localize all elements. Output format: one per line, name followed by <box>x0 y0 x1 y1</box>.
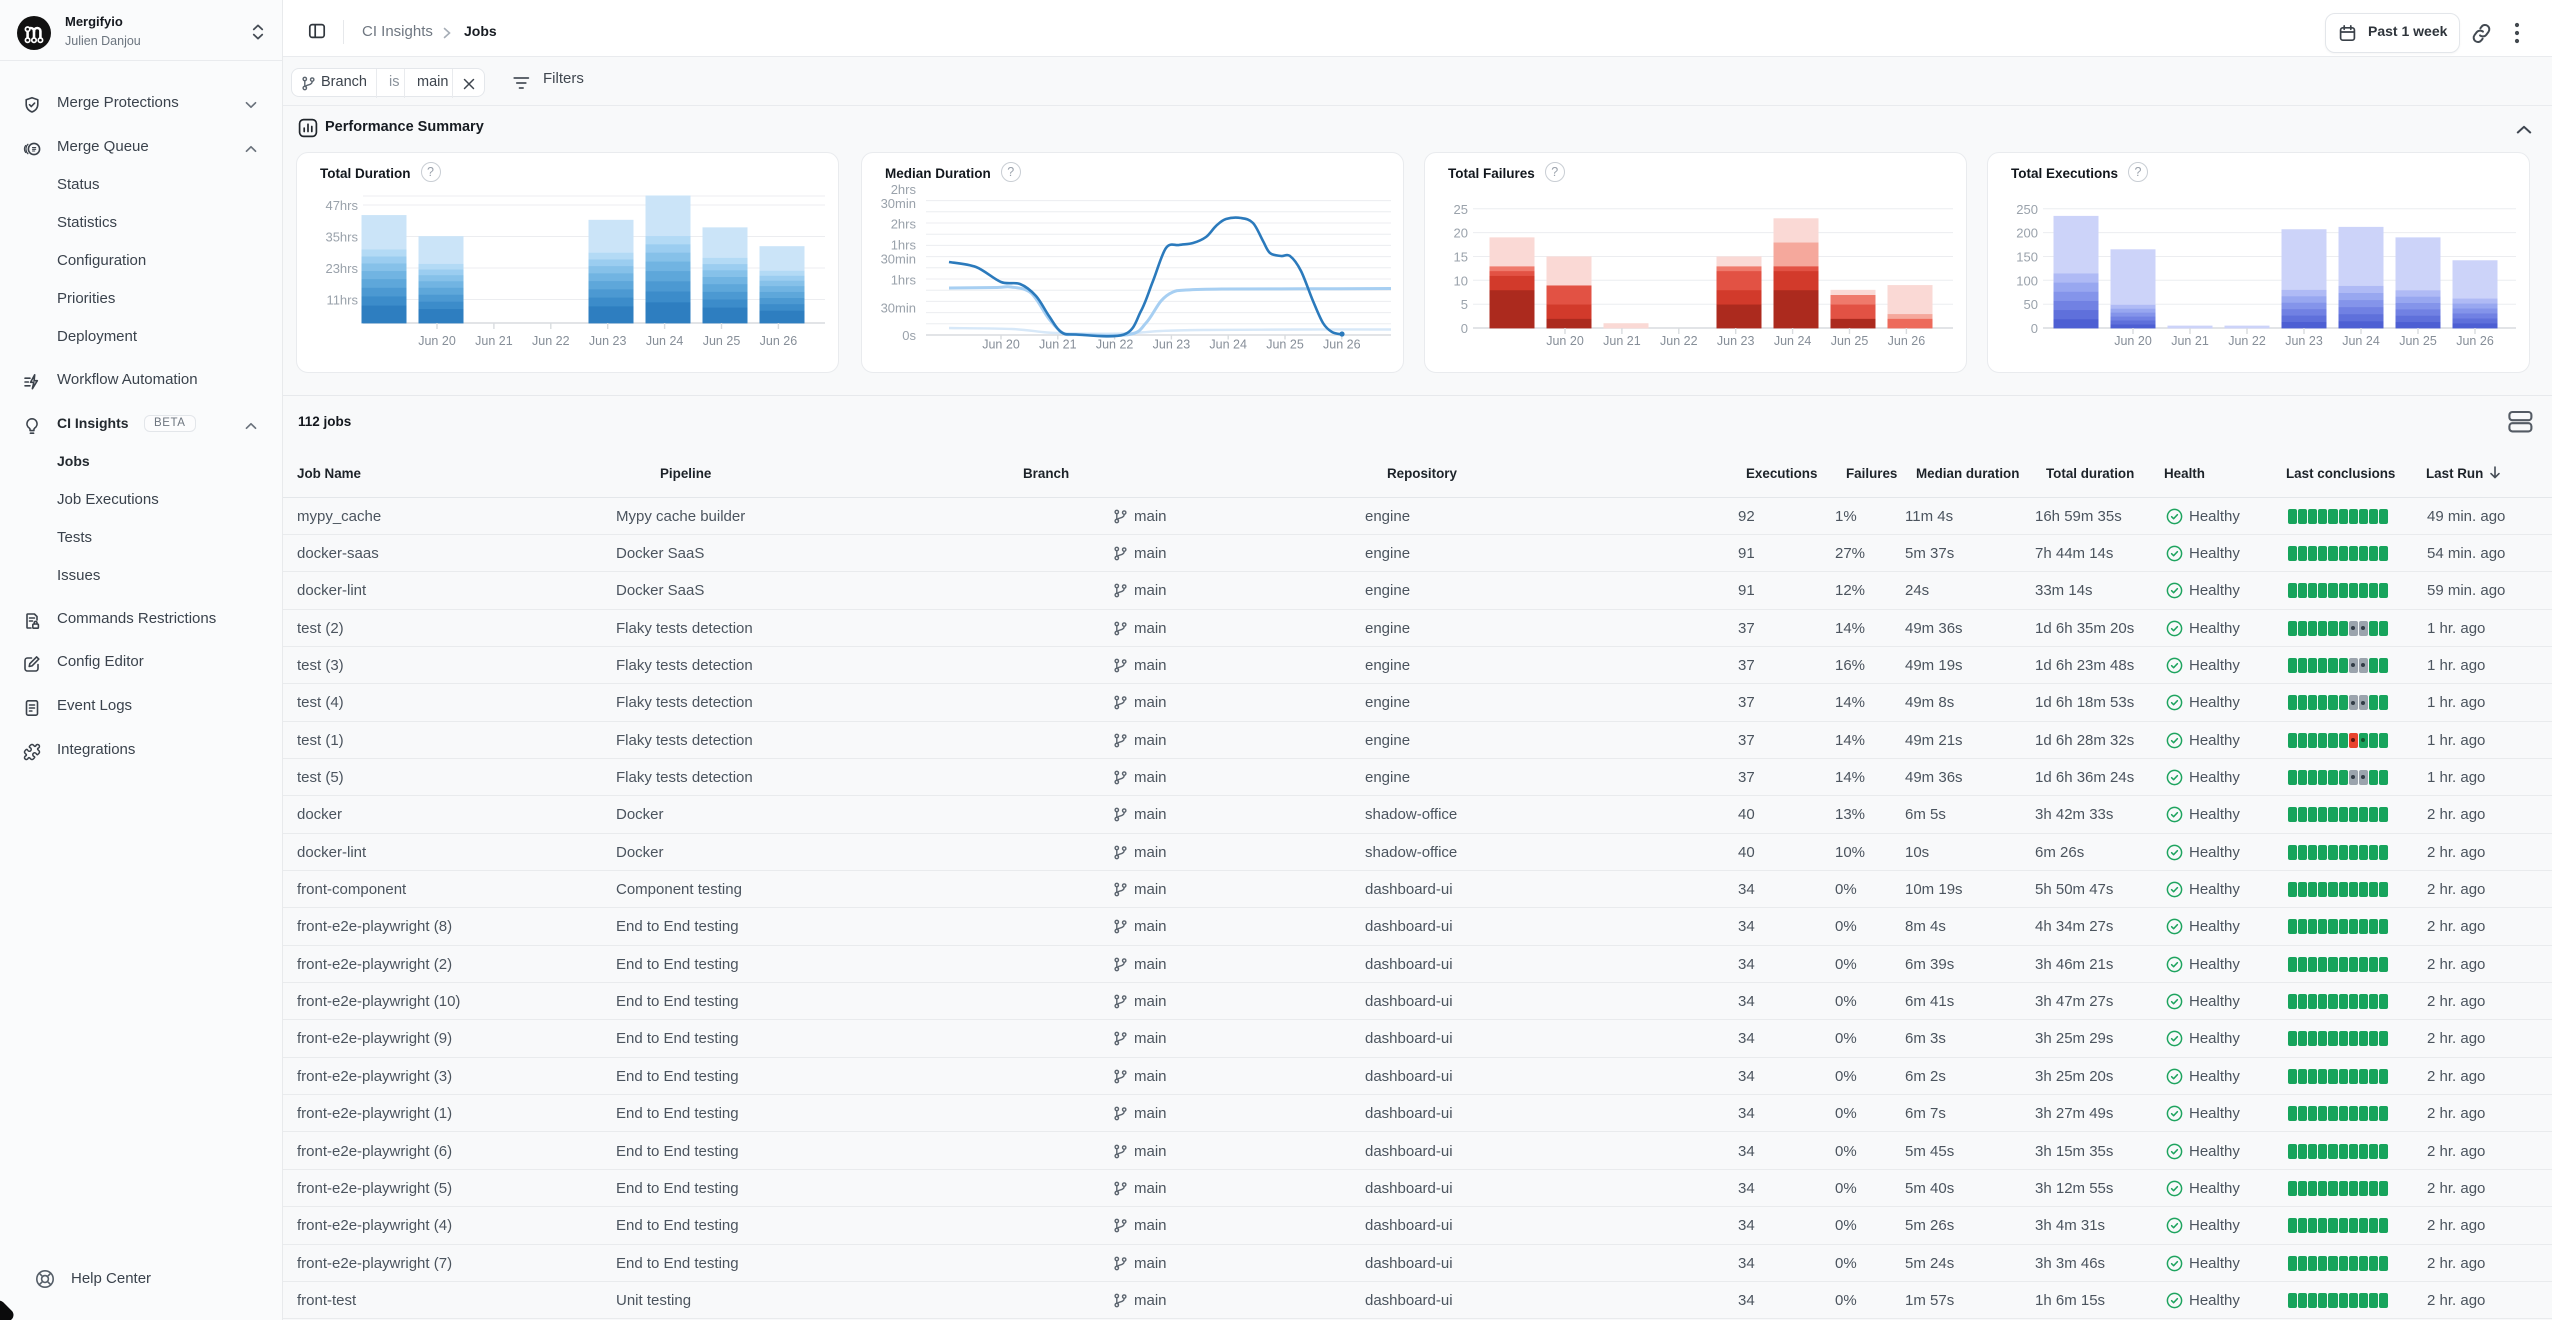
svg-text:Jun 22: Jun 22 <box>532 334 570 348</box>
svg-text:Jun 20: Jun 20 <box>982 338 1020 352</box>
svg-text:Jun 21: Jun 21 <box>475 334 513 348</box>
svg-text:0: 0 <box>2031 321 2038 336</box>
svg-text:Jun 26: Jun 26 <box>1323 338 1361 352</box>
svg-text:150: 150 <box>2016 250 2038 265</box>
svg-text:0s: 0s <box>902 328 916 343</box>
svg-text:Jun 24: Jun 24 <box>2342 334 2380 348</box>
svg-text:0: 0 <box>1461 321 1468 336</box>
svg-text:Jun 20: Jun 20 <box>2114 334 2152 348</box>
svg-text:11hrs: 11hrs <box>326 293 358 308</box>
svg-text:Jun 20: Jun 20 <box>418 334 456 348</box>
svg-text:1hrs: 1hrs <box>891 238 917 253</box>
svg-text:200: 200 <box>2016 226 2038 241</box>
svg-text:Jun 25: Jun 25 <box>703 334 741 348</box>
svg-text:Jun 21: Jun 21 <box>1603 334 1641 348</box>
svg-text:Jun 26: Jun 26 <box>1888 334 1926 348</box>
svg-text:2hrs: 2hrs <box>891 217 917 232</box>
svg-text:Jun 21: Jun 21 <box>1039 338 1077 352</box>
svg-text:30min: 30min <box>881 196 916 211</box>
svg-text:Jun 22: Jun 22 <box>1096 338 1134 352</box>
svg-text:10: 10 <box>1454 273 1468 288</box>
svg-text:Jun 22: Jun 22 <box>1660 334 1698 348</box>
svg-text:Jun 23: Jun 23 <box>1153 338 1191 352</box>
svg-text:5: 5 <box>1461 297 1468 312</box>
svg-text:Jun 26: Jun 26 <box>760 334 798 348</box>
svg-text:Jun 25: Jun 25 <box>2399 334 2437 348</box>
svg-text:100: 100 <box>2016 273 2038 288</box>
svg-text:Jun 22: Jun 22 <box>2228 334 2266 348</box>
svg-text:30min: 30min <box>881 300 916 315</box>
svg-text:47hrs: 47hrs <box>325 198 358 213</box>
svg-text:Jun 24: Jun 24 <box>1209 338 1247 352</box>
svg-text:2hrs: 2hrs <box>891 182 917 197</box>
svg-text:25: 25 <box>1454 202 1468 217</box>
svg-text:Jun 23: Jun 23 <box>589 334 627 348</box>
svg-text:Jun 20: Jun 20 <box>1546 334 1584 348</box>
svg-text:15: 15 <box>1454 250 1468 265</box>
svg-text:Jun 23: Jun 23 <box>1717 334 1755 348</box>
svg-text:Jun 26: Jun 26 <box>2456 334 2494 348</box>
svg-text:250: 250 <box>2016 202 2038 217</box>
svg-text:Jun 24: Jun 24 <box>646 334 684 348</box>
svg-text:50: 50 <box>2024 297 2038 312</box>
svg-text:23hrs: 23hrs <box>325 261 358 276</box>
svg-text:35hrs: 35hrs <box>325 230 358 245</box>
svg-text:20: 20 <box>1454 226 1468 241</box>
svg-text:30min: 30min <box>881 252 916 267</box>
svg-text:Jun 25: Jun 25 <box>1266 338 1304 352</box>
svg-text:Jun 23: Jun 23 <box>2285 334 2323 348</box>
svg-text:Jun 21: Jun 21 <box>2171 334 2209 348</box>
svg-text:Jun 25: Jun 25 <box>1831 334 1869 348</box>
svg-text:Jun 24: Jun 24 <box>1774 334 1812 348</box>
svg-text:1hrs: 1hrs <box>891 273 917 288</box>
